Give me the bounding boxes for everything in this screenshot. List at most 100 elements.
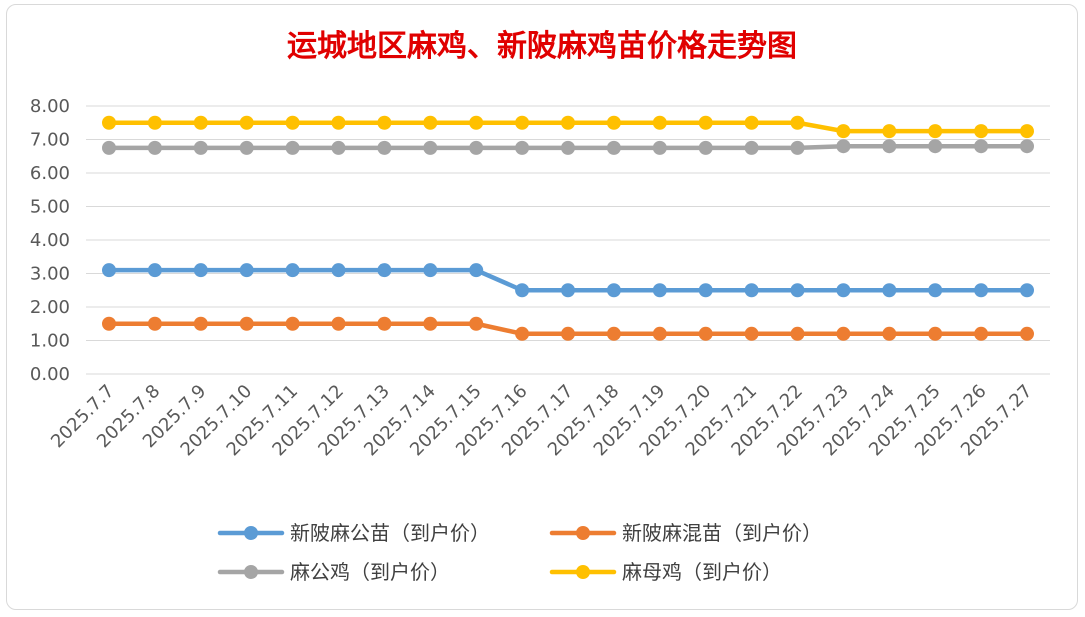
data-point <box>836 124 851 139</box>
data-point <box>744 140 759 155</box>
data-point <box>515 140 530 155</box>
y-tick-label: 8.00 <box>30 96 70 117</box>
legend-swatch-marker <box>244 565 258 579</box>
chart-title: 运城地区麻鸡、新陂麻鸡苗价格走势图 <box>287 29 797 64</box>
data-point <box>423 316 438 331</box>
series-0 <box>102 263 1034 298</box>
data-point <box>239 140 254 155</box>
data-point <box>1020 139 1034 154</box>
data-point <box>331 316 346 331</box>
data-point <box>698 115 713 130</box>
series-1 <box>102 316 1034 341</box>
data-point <box>147 263 162 278</box>
data-point <box>882 124 897 139</box>
data-point <box>285 316 300 331</box>
data-point <box>515 326 530 341</box>
data-point <box>974 124 989 139</box>
data-point <box>561 326 575 341</box>
data-point <box>974 283 989 298</box>
data-point <box>606 326 621 341</box>
data-point <box>469 316 484 331</box>
series-3 <box>102 115 1034 139</box>
data-point <box>423 263 438 278</box>
data-point <box>193 263 208 278</box>
data-point <box>331 263 346 278</box>
data-point <box>515 283 530 298</box>
data-point <box>423 140 438 155</box>
legend-swatch-marker <box>244 526 258 540</box>
data-point <box>377 263 392 278</box>
data-point <box>377 140 392 155</box>
data-point <box>606 140 621 155</box>
data-point <box>836 283 851 298</box>
data-point <box>331 115 346 130</box>
data-point <box>469 263 484 278</box>
data-point <box>285 263 300 278</box>
data-point <box>1020 326 1034 341</box>
data-point <box>561 140 575 155</box>
data-point <box>744 326 759 341</box>
legend-label: 新陂麻公苗（到户价） <box>290 521 490 545</box>
data-point <box>469 115 484 130</box>
data-point <box>239 263 254 278</box>
data-point <box>1020 124 1034 139</box>
legend-swatch-marker <box>576 526 590 540</box>
data-point <box>469 140 484 155</box>
legend-item: 新陂麻混苗（到户价） <box>549 521 822 545</box>
data-point <box>698 140 713 155</box>
series-2 <box>102 139 1034 155</box>
y-tick-label: 1.00 <box>30 331 70 352</box>
data-point <box>102 140 116 155</box>
data-point <box>744 115 759 130</box>
data-point <box>147 115 162 130</box>
data-point <box>790 326 805 341</box>
data-point <box>744 283 759 298</box>
data-point <box>193 140 208 155</box>
data-point <box>606 115 621 130</box>
y-tick-label: 0.00 <box>30 364 70 385</box>
legend-item: 新陂麻公苗（到户价） <box>217 521 490 545</box>
data-point <box>928 124 943 139</box>
data-point <box>836 326 851 341</box>
data-point <box>698 283 713 298</box>
data-point <box>102 115 116 130</box>
data-point <box>882 139 897 154</box>
y-tick-label: 7.00 <box>30 130 70 151</box>
data-point <box>652 140 667 155</box>
data-point <box>1020 283 1034 298</box>
y-tick-label: 6.00 <box>30 163 70 184</box>
data-point <box>377 316 392 331</box>
y-axis-ticks: 0.00 1.00 2.00 3.00 4.00 5.00 6.00 7.00 8.00 <box>30 96 70 385</box>
y-tick-label: 2.00 <box>30 297 70 318</box>
data-point <box>652 326 667 341</box>
data-point <box>285 140 300 155</box>
data-point <box>882 326 897 341</box>
data-point <box>239 115 254 130</box>
data-point <box>561 283 575 298</box>
data-point <box>698 326 713 341</box>
legend-swatch-marker <box>576 565 590 579</box>
data-point <box>147 140 162 155</box>
data-point <box>790 115 805 130</box>
y-tick-label: 5.00 <box>30 197 70 218</box>
data-point <box>377 115 392 130</box>
legend-label: 麻公鸡（到户价） <box>290 560 450 584</box>
data-point <box>285 115 300 130</box>
data-point <box>928 326 943 341</box>
data-point <box>790 140 805 155</box>
data-point <box>102 316 116 331</box>
data-point <box>331 140 346 155</box>
data-point <box>102 263 116 278</box>
legend-label: 麻母鸡（到户价） <box>622 560 782 584</box>
data-point <box>790 283 805 298</box>
data-point <box>561 115 575 130</box>
data-point <box>193 316 208 331</box>
data-point <box>606 283 621 298</box>
data-point <box>423 115 438 130</box>
data-point <box>515 115 530 130</box>
data-point <box>193 115 208 130</box>
data-point <box>928 283 943 298</box>
data-point <box>652 115 667 130</box>
data-point <box>974 326 989 341</box>
data-point <box>974 139 989 154</box>
